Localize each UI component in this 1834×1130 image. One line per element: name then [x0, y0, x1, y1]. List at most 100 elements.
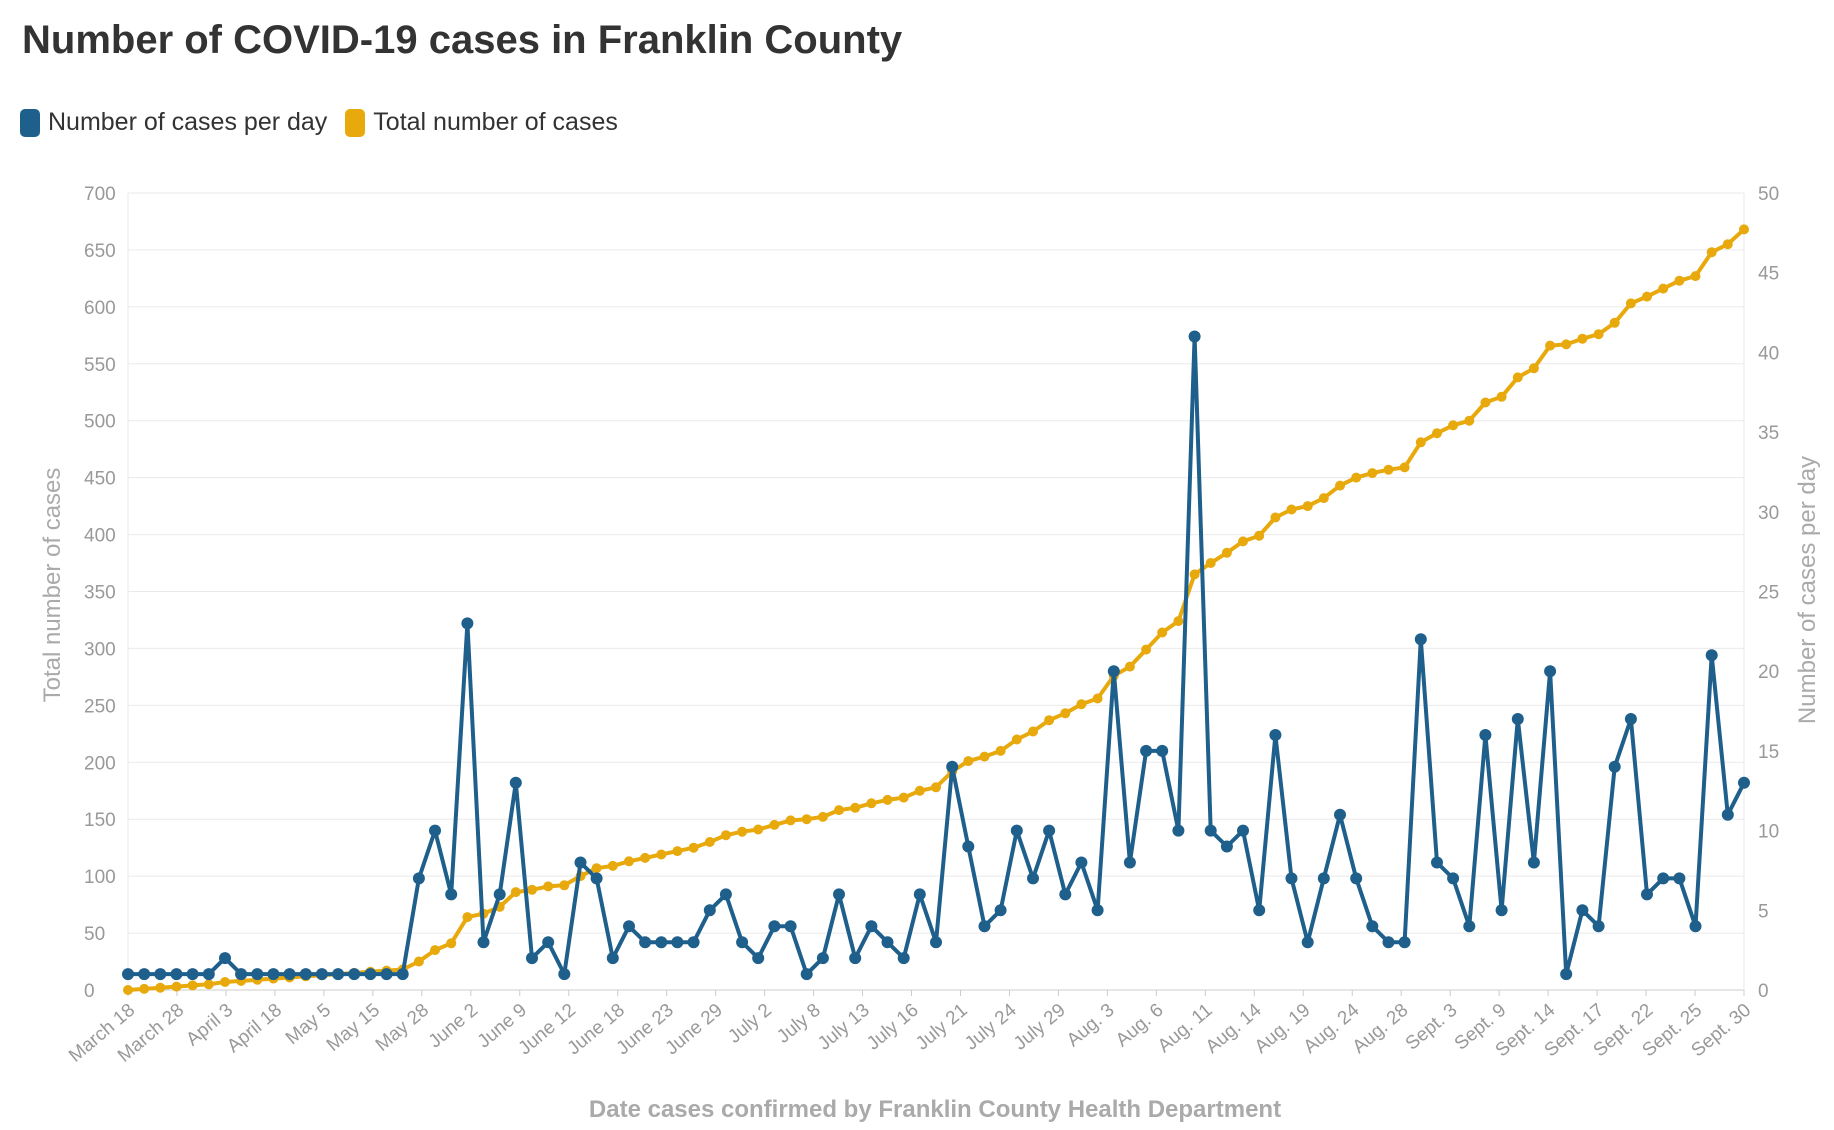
daily-cases-point: [1641, 888, 1653, 901]
daily-cases-point: [1010, 824, 1023, 837]
left-tick-label: 50: [84, 924, 105, 945]
daily-cases-point: [1107, 665, 1120, 678]
total-cases-point: [1302, 501, 1313, 512]
total-cases-point: [866, 798, 877, 809]
total-cases-point: [559, 880, 570, 891]
x-tick-label: July 21: [912, 1000, 972, 1055]
daily-cases-point: [1140, 744, 1153, 757]
right-tick-label: 0: [1758, 981, 1769, 1002]
x-tick-label: May 15: [323, 1000, 384, 1056]
daily-cases-point: [1301, 936, 1314, 949]
daily-cases-point: [1544, 665, 1557, 678]
total-cases-point: [1270, 512, 1281, 523]
left-axis-title: Total number of cases: [39, 468, 66, 703]
daily-cases-point: [1188, 330, 1201, 343]
left-tick-label: 600: [84, 298, 116, 319]
total-cases-point: [543, 881, 554, 892]
total-cases-point: [1124, 661, 1135, 672]
daily-cases-point: [1382, 936, 1395, 949]
left-tick-label: 350: [84, 583, 116, 604]
daily-cases-line: [128, 334, 1746, 977]
daily-cases-point: [833, 888, 845, 901]
legend: Number of cases per day Total number of …: [20, 108, 618, 137]
total-cases-point: [640, 852, 651, 863]
daily-cases-point: [1091, 904, 1104, 917]
daily-cases-point: [1576, 904, 1589, 917]
total-cases-point: [1335, 480, 1345, 491]
right-tick-label: 15: [1758, 742, 1779, 763]
total-cases-point: [1577, 333, 1588, 344]
x-tick-label: July 24: [961, 999, 1021, 1054]
total-cases-point: [1480, 397, 1491, 408]
total-cases-point: [931, 782, 941, 793]
right-tick-label: 35: [1758, 423, 1779, 444]
left-tick-label: 500: [84, 412, 116, 433]
daily-cases-point: [396, 968, 409, 981]
legend-swatch-total: [345, 108, 366, 137]
daily-cases-point: [122, 968, 134, 981]
daily-cases-point: [461, 617, 474, 630]
daily-cases-point: [962, 840, 975, 853]
daily-cases-point: [1463, 920, 1476, 933]
total-cases-point: [1512, 372, 1523, 383]
legend-item-daily[interactable]: Number of cases per day: [20, 108, 327, 137]
total-cases-point: [1609, 317, 1620, 328]
daily-cases-point: [235, 968, 248, 981]
daily-cases-point: [639, 936, 652, 949]
total-cases-point: [801, 814, 812, 825]
right-tick-label: 10: [1758, 822, 1779, 843]
daily-cases-point: [1253, 904, 1266, 917]
daily-cases-point: [1156, 744, 1169, 757]
x-axis-title: Date cases confirmed by Franklin County …: [589, 1096, 1281, 1123]
daily-cases-point: [267, 968, 280, 981]
total-cases-point: [527, 884, 537, 895]
daily-cases-point: [380, 968, 393, 981]
daily-cases-point: [800, 968, 813, 981]
daily-cases-point: [1479, 729, 1492, 741]
daily-cases-point: [1043, 824, 1056, 837]
total-cases-point: [1157, 627, 1168, 638]
daily-cases-point: [154, 968, 167, 981]
total-cases-point: [704, 837, 715, 847]
x-tick-label: May 28: [372, 1000, 433, 1056]
total-cases-point: [462, 912, 473, 923]
daily-cases-point: [1738, 776, 1750, 789]
total-cases-point: [607, 860, 618, 871]
daily-cases-point: [558, 968, 571, 981]
daily-cases-point: [1560, 968, 1573, 981]
left-tick-label: 200: [84, 753, 116, 774]
left-tick-label: 300: [84, 639, 116, 660]
total-cases-point: [123, 985, 133, 995]
daily-cases-point: [283, 968, 296, 981]
x-tick-label: July 16: [863, 1000, 923, 1055]
daily-cases-point: [1123, 856, 1136, 869]
left-tick-label: 0: [84, 981, 95, 1002]
total-cases-point: [171, 981, 182, 992]
total-cases-point: [688, 842, 699, 853]
daily-cases-point: [1172, 824, 1185, 837]
total-cases-point: [753, 824, 764, 835]
daily-cases-point: [1075, 856, 1088, 869]
total-cases-point: [1060, 708, 1071, 719]
total-cases-point: [882, 794, 893, 805]
daily-cases-point: [1285, 872, 1298, 885]
left-tick-label: 650: [84, 241, 116, 262]
daily-cases-point: [1721, 808, 1734, 821]
total-cases-point: [430, 945, 440, 956]
daily-cases-point: [429, 824, 441, 837]
daily-cases-point: [1220, 840, 1233, 853]
total-cases-point: [1658, 283, 1669, 294]
total-cases-point: [1367, 468, 1378, 479]
legend-item-total[interactable]: Total number of cases: [345, 108, 618, 137]
total-cases-point: [817, 811, 828, 822]
daily-cases-point: [590, 872, 603, 885]
total-cases-point: [672, 846, 683, 857]
daily-cases-point: [703, 904, 716, 917]
daily-cases-point: [1673, 872, 1686, 885]
daily-cases-point: [1317, 872, 1330, 885]
daily-cases-point: [412, 872, 425, 885]
daily-cases-point: [574, 856, 587, 869]
daily-cases-point: [1027, 872, 1039, 885]
